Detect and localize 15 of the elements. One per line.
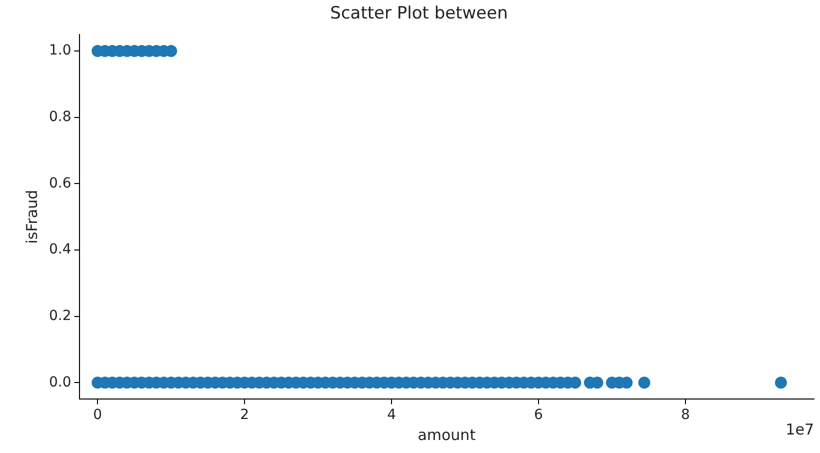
y-tick-label: 0.0 — [49, 374, 72, 390]
y-tick-label: 0.8 — [49, 108, 72, 125]
chart-title: Scatter Plot between — [330, 4, 508, 24]
y-tick-label: 1.0 — [49, 42, 72, 59]
x-tick-label: 8 — [680, 407, 690, 424]
y-tick-label: 0.4 — [49, 242, 72, 258]
x-tick-label: 6 — [534, 407, 544, 424]
y-tick-label: 0.2 — [49, 308, 72, 324]
x-tick-label: 0 — [93, 407, 102, 424]
x-tick-label: 2 — [240, 407, 250, 424]
x-tick-label: 4 — [387, 407, 396, 424]
y-axis-title: isFraud — [22, 190, 41, 244]
y-tick-label: 0.6 — [49, 175, 72, 192]
text: 1e7 — [786, 420, 814, 439]
x-axis-title: amount — [418, 426, 476, 444]
